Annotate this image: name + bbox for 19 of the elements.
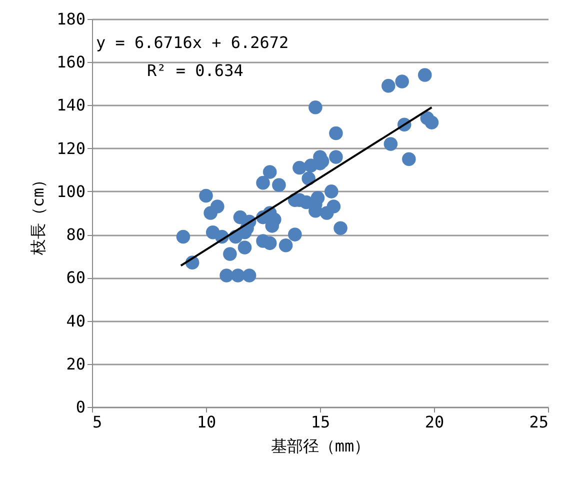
x-tick-label: 25 [529,412,548,432]
y-tick-label: 120 [56,138,86,158]
y-tick-label: 160 [56,52,86,72]
y-tick-label: 100 [56,182,86,201]
y-tick-label: 60 [66,268,86,288]
x-tick-label: 5 [92,412,102,432]
annotation: R² = 0.634 [147,61,244,80]
x-tick-label: 10 [196,412,216,432]
annotation: y = 6.6716x + 6.2672 [96,33,289,52]
y-tick-label: 80 [66,225,86,244]
x-tick-label: 20 [424,412,444,432]
y-axis-title: 枝長（cm） [28,172,48,256]
y-tick-label: 140 [56,96,86,115]
x-axis-title: 基部径（mm） [270,436,370,456]
y-tick-label: 0 [76,398,86,416]
y-tick-label: 20 [66,354,86,374]
y-tick-label: 180 [56,10,86,28]
x-tick-label: 15 [310,412,330,432]
y-tick-label: 40 [66,311,86,330]
